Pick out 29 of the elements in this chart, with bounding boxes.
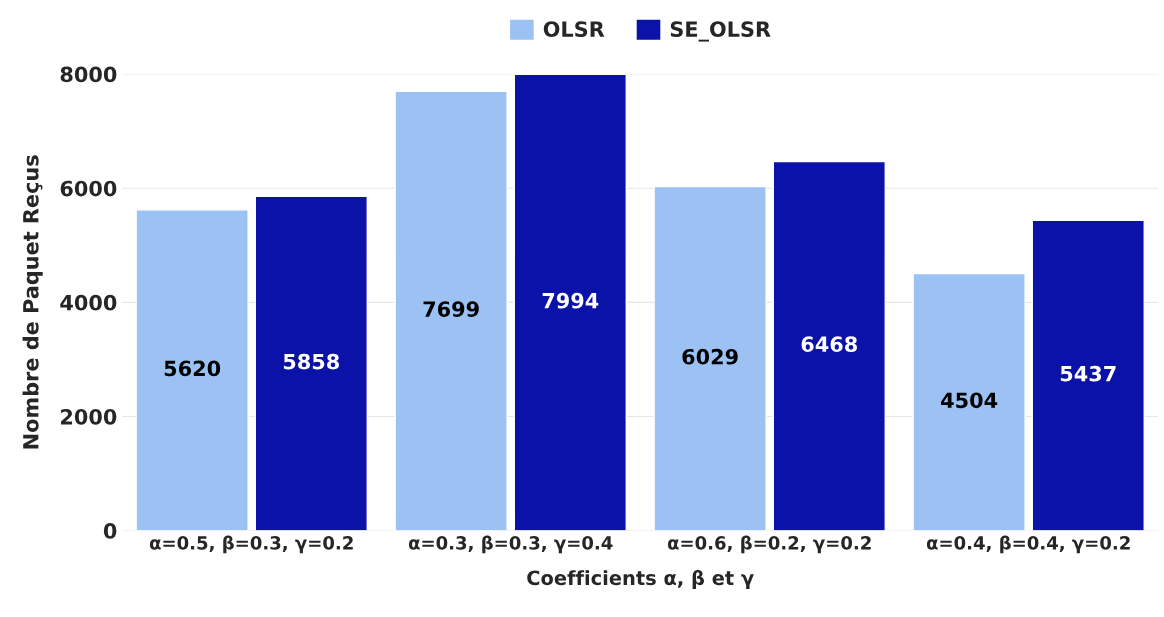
bar	[1031, 219, 1145, 531]
data-label: 6468	[801, 336, 857, 353]
bar	[653, 185, 767, 531]
legend-label: SE_OLSR	[670, 21, 771, 42]
bar	[135, 209, 249, 531]
bar	[912, 272, 1026, 531]
x-tick-label: α=0.4, β=0.4, γ=0.2	[926, 535, 1130, 554]
data-label: 7699	[423, 301, 479, 317]
data-label: 4504	[941, 392, 998, 409]
y-tick-label: 2000	[61, 408, 117, 425]
x-tick-label: α=0.3, β=0.3, γ=0.4	[408, 535, 613, 554]
y-axis-title: Nombre de Paquet Reçus	[22, 155, 43, 449]
data-label: 6029	[682, 348, 738, 365]
bar	[772, 160, 886, 531]
x-tick-label: α=0.6, β=0.2, γ=0.2	[667, 535, 871, 554]
y-tick-label: 0	[103, 523, 117, 539]
bar	[513, 74, 627, 531]
bar	[254, 195, 368, 531]
y-tick-label: 4000	[60, 294, 117, 311]
x-tick-label: α=0.5, β=0.3, γ=0.2	[149, 535, 353, 554]
data-label: 5437	[1060, 365, 1116, 382]
bar	[394, 90, 508, 531]
x-axis-title: Coefficients α, β et γ	[527, 569, 754, 589]
y-tick-label: 6000	[60, 180, 117, 197]
legend-label: OLSR	[543, 21, 605, 37]
data-label: 5620	[164, 360, 221, 377]
data-label: 5858	[283, 353, 339, 370]
data-label: 7994	[542, 292, 599, 309]
y-tick-label: 8000	[60, 66, 117, 83]
